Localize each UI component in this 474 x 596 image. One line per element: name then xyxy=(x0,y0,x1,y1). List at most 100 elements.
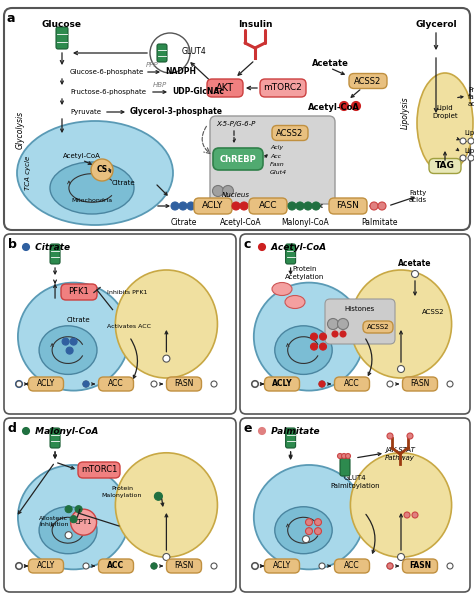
Circle shape xyxy=(370,202,378,210)
Text: Allosteric: Allosteric xyxy=(39,516,69,520)
Text: Citrate: Citrate xyxy=(67,318,91,324)
FancyBboxPatch shape xyxy=(335,559,370,573)
Circle shape xyxy=(16,563,22,569)
Circle shape xyxy=(346,454,350,458)
FancyBboxPatch shape xyxy=(50,428,60,448)
Text: d: d xyxy=(8,422,17,435)
Text: Inhibition: Inhibition xyxy=(39,523,69,527)
Circle shape xyxy=(447,563,453,569)
Text: ACC: ACC xyxy=(344,380,360,389)
Text: Fasn: Fasn xyxy=(270,162,285,166)
Text: ACLY: ACLY xyxy=(37,561,55,570)
Circle shape xyxy=(387,433,393,439)
Circle shape xyxy=(337,454,343,458)
FancyBboxPatch shape xyxy=(260,79,306,97)
Circle shape xyxy=(75,505,82,513)
FancyBboxPatch shape xyxy=(272,126,308,141)
FancyBboxPatch shape xyxy=(286,428,296,448)
Text: CS: CS xyxy=(96,166,108,175)
Ellipse shape xyxy=(275,507,332,554)
Text: Lipokines: Lipokines xyxy=(464,148,474,154)
Circle shape xyxy=(315,527,321,535)
Text: Acc: Acc xyxy=(270,154,281,159)
Circle shape xyxy=(211,563,217,569)
Circle shape xyxy=(212,185,224,197)
Ellipse shape xyxy=(39,326,97,374)
Ellipse shape xyxy=(254,283,364,390)
Circle shape xyxy=(163,554,170,560)
FancyBboxPatch shape xyxy=(429,159,461,173)
FancyBboxPatch shape xyxy=(329,198,367,214)
Circle shape xyxy=(171,202,179,210)
Text: ACC: ACC xyxy=(259,201,277,210)
Circle shape xyxy=(306,527,312,535)
Circle shape xyxy=(411,271,419,278)
Text: ACC: ACC xyxy=(108,561,125,570)
FancyBboxPatch shape xyxy=(335,377,370,391)
Circle shape xyxy=(83,381,89,387)
Text: Glucose-6-phosphate: Glucose-6-phosphate xyxy=(70,69,144,75)
Circle shape xyxy=(332,331,338,337)
Text: acids: acids xyxy=(468,101,474,107)
FancyBboxPatch shape xyxy=(56,27,68,49)
Text: X-5-P/G-6-P: X-5-P/G-6-P xyxy=(216,121,255,127)
Text: ACC: ACC xyxy=(344,561,360,570)
Text: ACLY: ACLY xyxy=(37,380,55,389)
Ellipse shape xyxy=(18,465,129,569)
Text: Acetyl-CoA: Acetyl-CoA xyxy=(268,243,326,252)
Circle shape xyxy=(16,380,22,387)
Ellipse shape xyxy=(17,121,173,225)
Circle shape xyxy=(65,532,72,539)
Text: FASN: FASN xyxy=(410,380,430,389)
Circle shape xyxy=(337,318,348,330)
Text: Citrate: Citrate xyxy=(171,218,197,227)
Text: Palmitate: Palmitate xyxy=(268,427,319,436)
Circle shape xyxy=(340,331,346,337)
Ellipse shape xyxy=(115,453,218,557)
FancyBboxPatch shape xyxy=(249,198,287,214)
Ellipse shape xyxy=(18,283,129,390)
Circle shape xyxy=(319,343,327,350)
Text: ACSS2: ACSS2 xyxy=(367,324,389,330)
Text: FASN: FASN xyxy=(337,201,359,210)
Text: mTORC2: mTORC2 xyxy=(264,83,302,92)
FancyBboxPatch shape xyxy=(61,284,97,300)
Text: ACSS2: ACSS2 xyxy=(422,309,445,315)
Text: TAG: TAG xyxy=(435,162,455,170)
Text: Free: Free xyxy=(468,87,474,93)
Circle shape xyxy=(252,563,258,569)
Text: CPT1: CPT1 xyxy=(75,519,92,525)
FancyBboxPatch shape xyxy=(166,559,201,573)
Ellipse shape xyxy=(50,162,134,214)
Circle shape xyxy=(258,427,265,434)
Circle shape xyxy=(468,155,474,161)
Text: AKT: AKT xyxy=(216,83,234,93)
Text: Nucleus: Nucleus xyxy=(222,192,250,198)
FancyBboxPatch shape xyxy=(78,462,120,478)
FancyBboxPatch shape xyxy=(213,148,263,170)
Text: Protein: Protein xyxy=(293,266,317,272)
Text: GLUT4: GLUT4 xyxy=(344,475,366,481)
Text: ACSS2: ACSS2 xyxy=(276,129,304,138)
Circle shape xyxy=(66,347,73,354)
Circle shape xyxy=(460,138,466,144)
Circle shape xyxy=(240,202,248,210)
Ellipse shape xyxy=(417,73,473,173)
Circle shape xyxy=(252,381,258,387)
Circle shape xyxy=(387,563,393,569)
Circle shape xyxy=(151,563,157,569)
Circle shape xyxy=(296,202,304,210)
Circle shape xyxy=(339,101,348,110)
Text: Acly: Acly xyxy=(270,145,283,151)
Circle shape xyxy=(83,563,89,569)
Text: Activates ACC: Activates ACC xyxy=(107,324,151,330)
Text: Glycerol-3-phosphate: Glycerol-3-phosphate xyxy=(130,107,223,116)
Circle shape xyxy=(447,381,453,387)
Circle shape xyxy=(258,244,265,250)
Text: Acetyl-CoA: Acetyl-CoA xyxy=(220,218,262,227)
Circle shape xyxy=(222,185,234,197)
Circle shape xyxy=(83,381,89,387)
Text: Acetate: Acetate xyxy=(311,58,348,67)
Text: TCA cycle: TCA cycle xyxy=(25,156,31,190)
Circle shape xyxy=(151,381,157,387)
